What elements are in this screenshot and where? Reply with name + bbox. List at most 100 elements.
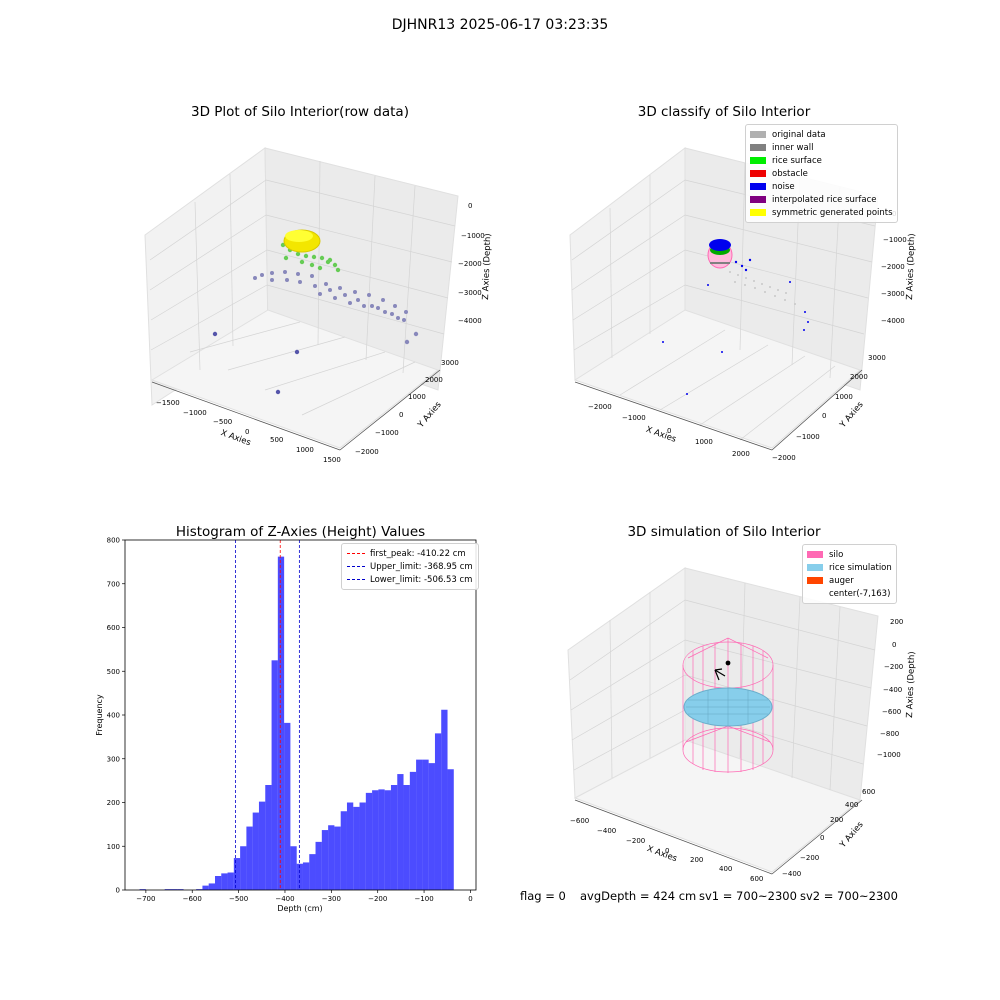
rice-simulation-surface xyxy=(683,687,773,727)
histogram-reference-lines xyxy=(235,540,300,890)
classify-3d-plot: −2000 −1000 0 1000 2000 −2000 −1000 0 10… xyxy=(569,146,917,462)
histogram-x-ticks: −700 −600 −500 −400 −300 −200 −100 0 xyxy=(136,890,473,903)
histogram-bar xyxy=(397,774,404,890)
histogram-y-tick-label: 300 xyxy=(107,755,120,763)
flag-status: flag = 0 xyxy=(520,889,566,903)
classify-x-axis xyxy=(574,381,773,451)
raw-ztick-label: −4000 xyxy=(458,317,482,325)
simulation-plot-title: 3D simulation of Silo Interior xyxy=(627,524,821,540)
histogram-y-tick-label: 600 xyxy=(107,624,120,632)
histogram-bar xyxy=(365,792,373,890)
histogram-bar xyxy=(214,876,222,890)
histogram-title: Histogram of Z-Axies (Height) Values xyxy=(175,524,426,540)
histogram-x-tick-label: −300 xyxy=(322,895,341,903)
raw-x-axis xyxy=(151,381,341,451)
histogram-bar xyxy=(277,556,285,890)
legend-swatch xyxy=(750,157,766,164)
simulation-ztick-label: −1000 xyxy=(877,751,901,759)
legend-label: obstacle xyxy=(772,168,808,179)
histogram-x-tick-label: −600 xyxy=(183,895,202,903)
histogram-bar xyxy=(309,854,316,890)
classify-ytick-label: −1000 xyxy=(796,433,820,441)
raw-3d-plot: −1500 −1000 −500 0 500 1000 1500 −2000 −… xyxy=(144,147,493,464)
histogram-bar xyxy=(447,769,454,890)
legend-entry-noise: noise xyxy=(750,180,893,193)
classify-floor-pane xyxy=(573,309,861,449)
legend-label: auger xyxy=(829,575,854,586)
histogram-bar xyxy=(416,759,423,890)
simulation-x-axis-label: X Axies xyxy=(645,844,678,864)
simulation-xtick-label: 200 xyxy=(690,856,703,864)
auger-marker xyxy=(714,668,726,681)
classify-xtick-label: −2000 xyxy=(588,403,612,411)
simulation-3d-plot: −600 −400 −200 0 200 400 600 −400 −200 0… xyxy=(567,567,917,883)
histogram-bar xyxy=(164,889,171,890)
histogram-bar xyxy=(334,826,341,890)
legend-entry-first-peak: first_peak: -410.22 cm xyxy=(347,547,473,560)
classify-x-axis-label: X Axies xyxy=(645,425,678,445)
legend-entry-original: original data xyxy=(750,128,893,141)
raw-ztick-label: −1000 xyxy=(461,232,485,240)
classify-left-pane xyxy=(569,146,686,381)
histogram-bar xyxy=(139,889,146,890)
raw-ztick-label: 0 xyxy=(468,202,472,210)
histogram-bar xyxy=(315,841,322,890)
simulation-left-pane xyxy=(567,567,686,799)
raw-xtick-label: −500 xyxy=(213,418,232,426)
raw-wall-points xyxy=(253,270,419,345)
classify-noise-cluster xyxy=(709,239,731,251)
histogram-bar xyxy=(353,806,360,890)
histogram-bar xyxy=(240,846,247,890)
histogram-bar xyxy=(378,789,385,890)
histogram-x-axis-label: Depth (cm) xyxy=(277,904,322,913)
histogram-y-tick-label: 100 xyxy=(107,843,120,851)
legend-entry-rice-surface: rice surface xyxy=(750,154,893,167)
classify-inner-wall xyxy=(707,241,733,269)
legend-entry-inner-wall: inner wall xyxy=(750,141,893,154)
classify-xtick-label: 2000 xyxy=(732,450,750,458)
classify-legend: original data inner wall rice surface ob… xyxy=(745,124,898,223)
simulation-ztick-label: −400 xyxy=(883,686,902,694)
histogram-y-tick-label: 800 xyxy=(107,537,120,545)
legend-swatch xyxy=(807,564,823,571)
classify-ztick-label: −4000 xyxy=(881,317,905,325)
raw-back-pane xyxy=(264,147,459,391)
raw-y-axis xyxy=(339,369,441,451)
legend-entry-center: center(-7,163) xyxy=(807,587,892,600)
legend-label: Lower_limit: -506.53 cm xyxy=(370,574,473,585)
raw-ytick-label: −1000 xyxy=(375,429,399,437)
legend-entry-upper-limit: Upper_limit: -368.95 cm xyxy=(347,560,473,573)
simulation-xtick-label: 600 xyxy=(750,875,763,883)
raw-xtick-label: 1000 xyxy=(296,446,314,454)
raw-ytick-label: −2000 xyxy=(355,448,379,456)
classify-ytick-label: 0 xyxy=(822,412,826,420)
histogram-bar xyxy=(428,763,435,890)
raw-ytick-label: 0 xyxy=(399,411,403,419)
simulation-ytick-label: 600 xyxy=(862,788,875,796)
histogram-y-tick-label: 500 xyxy=(107,668,120,676)
histogram-bar xyxy=(372,790,379,890)
simulation-legend: silo rice simulation auger center(-7,163… xyxy=(802,544,897,604)
simulation-ytick-label: −400 xyxy=(782,870,801,878)
raw-rice-points xyxy=(280,242,341,273)
histogram-bar xyxy=(221,873,228,890)
classify-noise-points xyxy=(662,255,809,395)
histogram-x-tick-label: −700 xyxy=(136,895,155,903)
classify-ztick-label: −3000 xyxy=(881,290,905,298)
histogram-bar xyxy=(170,889,178,890)
raw-z-axis-label: Z Axies (Depth) xyxy=(481,233,493,300)
histogram-bar xyxy=(252,812,259,890)
raw-ztick-label: −3000 xyxy=(458,289,482,297)
simulation-ytick-label: 0 xyxy=(820,834,824,842)
raw-grid xyxy=(149,160,456,416)
simulation-floor-pane xyxy=(573,739,862,873)
legend-swatch xyxy=(807,590,823,597)
simulation-y-axis-label: Y Axies xyxy=(838,820,866,851)
legend-swatch xyxy=(750,170,766,177)
histogram-y-tick-label: 400 xyxy=(107,712,120,720)
raw-x-axis-label: X Axies xyxy=(219,428,252,448)
classify-original-points xyxy=(729,271,796,305)
histogram-x-tick-label: 0 xyxy=(468,895,472,903)
histogram-bar xyxy=(284,722,291,890)
legend-label: center(-7,163) xyxy=(829,588,891,599)
